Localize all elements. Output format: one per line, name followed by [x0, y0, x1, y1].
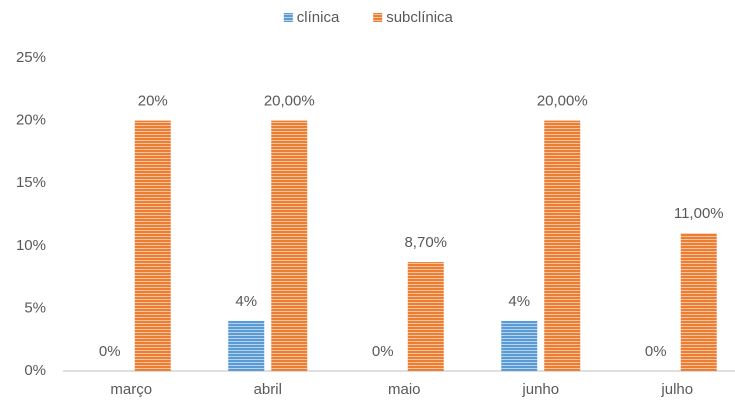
value-label: 4% — [235, 293, 257, 310]
legend-swatch — [373, 13, 383, 22]
value-label: 20,00% — [264, 93, 315, 110]
y-tick-label: 15% — [16, 174, 46, 191]
y-tick-label: 10% — [16, 237, 46, 254]
x-tick-label: abril — [254, 381, 282, 398]
x-tick-label: março — [110, 381, 152, 398]
y-tick-label: 5% — [24, 299, 46, 316]
y-tick-label: 0% — [24, 362, 46, 379]
value-label: 0% — [99, 343, 121, 360]
y-tick-label: 20% — [16, 112, 46, 129]
value-label: 20,00% — [537, 93, 588, 110]
bar — [271, 120, 308, 371]
legend-swatch — [283, 13, 293, 22]
value-label: 0% — [645, 343, 667, 360]
bar — [544, 120, 581, 371]
legend-label: clínica — [297, 9, 340, 26]
bar — [134, 120, 171, 371]
value-label: 0% — [372, 343, 394, 360]
bar — [680, 233, 717, 371]
value-label: 4% — [508, 293, 530, 310]
x-tick-label: julho — [660, 381, 693, 398]
value-label: 20% — [138, 93, 168, 110]
y-tick-label: 25% — [16, 49, 46, 66]
bar — [501, 320, 538, 371]
value-label: 11,00% — [674, 205, 724, 222]
x-tick-label: junho — [521, 381, 559, 398]
value-label: 8,70% — [404, 234, 447, 251]
bar — [228, 320, 265, 371]
bar — [407, 262, 444, 371]
legend-label: subclínica — [386, 9, 453, 26]
x-tick-label: maio — [388, 381, 421, 398]
